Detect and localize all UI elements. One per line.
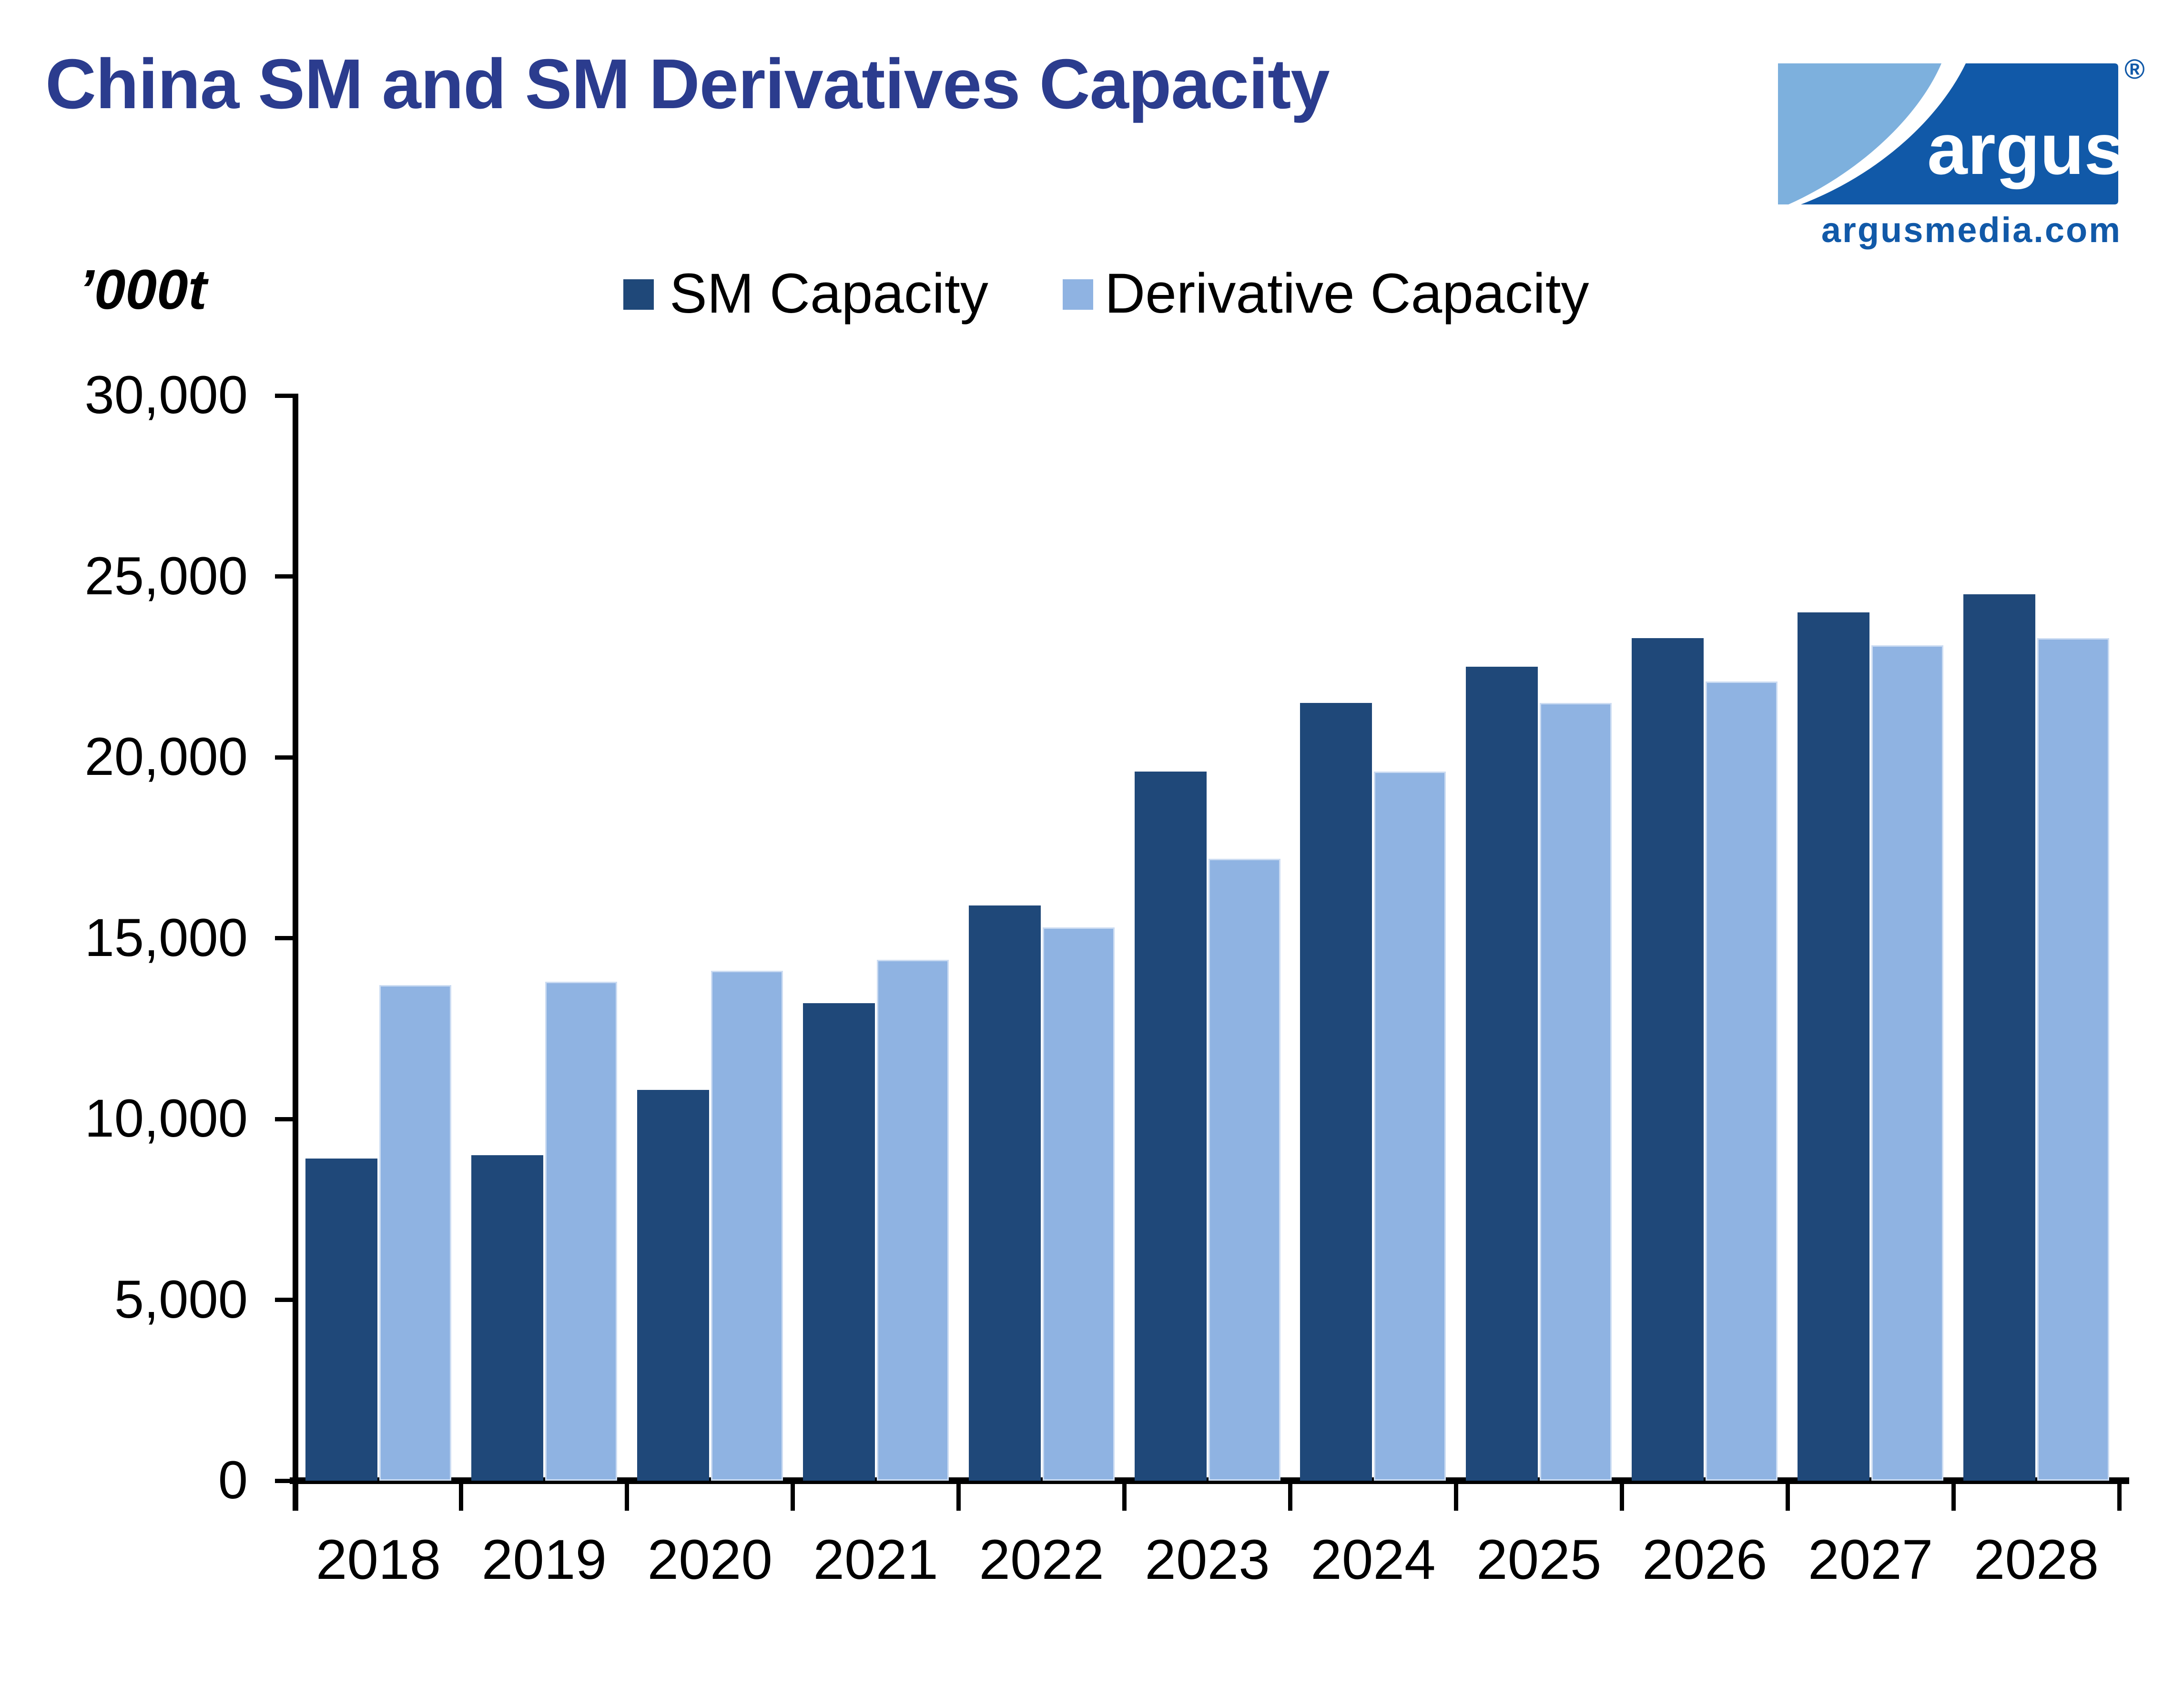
x-tick-label: 2018	[315, 1528, 441, 1591]
y-tick-label: 15,000	[84, 907, 248, 967]
y-tick-label: 25,000	[84, 546, 248, 606]
bar-derivative-2023	[1208, 858, 1280, 1481]
logo-dark-shape	[1801, 63, 2118, 204]
x-tick-label: 2021	[813, 1528, 938, 1591]
bar-derivative-2019	[545, 981, 617, 1481]
y-tick	[275, 755, 293, 760]
argus-logo: argus	[1778, 63, 2118, 204]
x-tick-label: 2026	[1642, 1528, 1768, 1591]
y-tick	[275, 936, 293, 940]
bar-sm-2027	[1798, 612, 1870, 1481]
y-tick	[275, 393, 293, 398]
legend-label-sm-capacity: SM Capacity	[670, 262, 988, 325]
x-tick	[1619, 1484, 1624, 1511]
x-tick-label: 2024	[1310, 1528, 1436, 1591]
bar-sm-2023	[1134, 772, 1207, 1481]
bar-derivative-2018	[379, 985, 451, 1481]
bar-derivative-2024	[1374, 772, 1446, 1481]
x-tick	[1122, 1484, 1127, 1511]
legend-swatch-derivative-capacity	[1063, 279, 1093, 310]
registered-trademark-icon: ®	[2124, 54, 2145, 85]
bar-sm-2028	[1963, 594, 2036, 1481]
bar-sm-2018	[305, 1159, 377, 1481]
y-axis-line	[293, 394, 298, 1511]
x-tick-label: 2023	[1145, 1528, 1270, 1591]
x-tick	[791, 1484, 795, 1511]
chart-title: China SM and SM Derivatives Capacity	[45, 45, 1330, 123]
bar-sm-2021	[802, 1003, 875, 1481]
bar-sm-2024	[1300, 703, 1372, 1481]
y-tick	[275, 1478, 293, 1483]
x-tick	[1453, 1484, 1458, 1511]
x-tick	[1288, 1484, 1292, 1511]
legend-swatch-sm-capacity	[623, 279, 654, 310]
bar-sm-2022	[968, 905, 1041, 1481]
bar-derivative-2020	[711, 970, 783, 1481]
y-tick-label: 30,000	[84, 365, 248, 425]
y-tick	[275, 1298, 293, 1302]
bar-sm-2025	[1466, 667, 1538, 1481]
x-tick	[293, 1484, 298, 1511]
y-tick	[275, 1117, 293, 1121]
x-tick	[1951, 1484, 1956, 1511]
x-tick	[956, 1484, 961, 1511]
x-tick	[1785, 1484, 1790, 1511]
legend-label-derivative-capacity: Derivative Capacity	[1105, 262, 1589, 325]
y-tick-label: 10,000	[84, 1088, 248, 1148]
logo-website-text: argusmedia.com	[1821, 210, 2122, 250]
bar-derivative-2022	[1042, 927, 1115, 1481]
logo-brand-text: argus	[1927, 109, 2118, 190]
bar-derivative-2028	[2037, 638, 2110, 1481]
x-tick-label: 2028	[1973, 1528, 2099, 1591]
bar-derivative-2027	[1871, 645, 1944, 1481]
bar-sm-2019	[471, 1155, 543, 1481]
y-tick-label: 0	[218, 1450, 248, 1510]
x-tick-label: 2020	[647, 1528, 773, 1591]
y-tick	[275, 574, 293, 579]
bar-derivative-2026	[1706, 681, 1778, 1481]
x-tick-label: 2025	[1476, 1528, 1602, 1591]
x-tick-label: 2027	[1808, 1528, 1933, 1591]
y-tick-label: 20,000	[84, 727, 248, 786]
y-tick-label: 5,000	[114, 1269, 248, 1329]
x-tick-label: 2022	[979, 1528, 1104, 1591]
bar-derivative-2025	[1540, 703, 1612, 1481]
bar-derivative-2021	[876, 960, 949, 1481]
x-tick	[2117, 1484, 2122, 1511]
bar-sm-2020	[637, 1090, 709, 1481]
x-tick	[459, 1484, 464, 1511]
y-axis-unit-label: ’000t	[79, 258, 207, 321]
logo-light-triangle	[1778, 63, 1941, 204]
x-tick	[625, 1484, 630, 1511]
bar-sm-2026	[1632, 638, 1704, 1481]
x-tick-label: 2019	[481, 1528, 607, 1591]
